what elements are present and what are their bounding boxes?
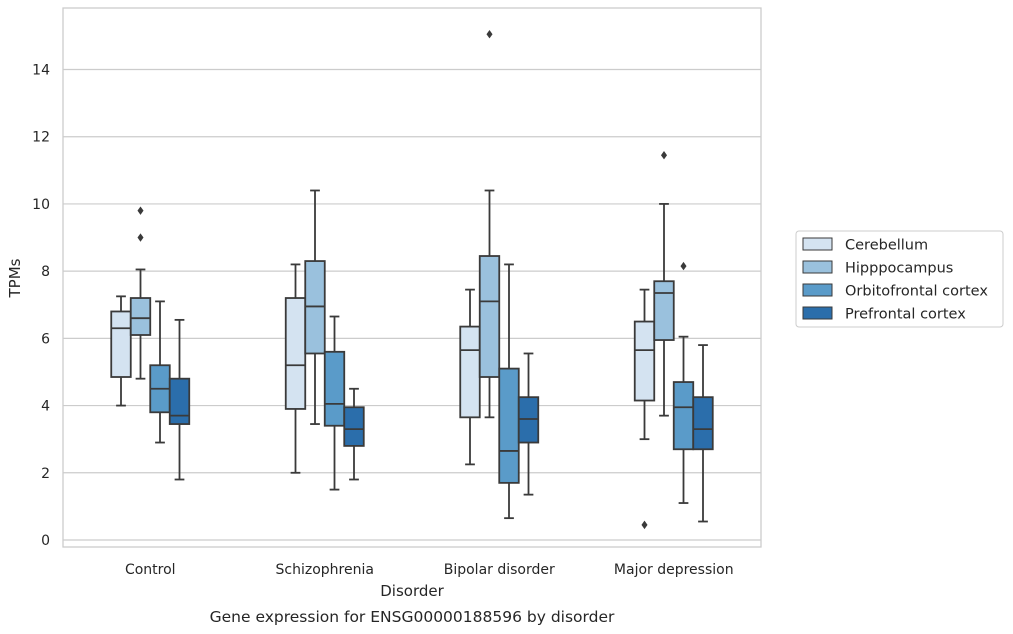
box-2-2: [498, 263, 520, 520]
outlier-point: [660, 150, 668, 160]
x-tick-label: Bipolar disorder: [444, 562, 555, 578]
y-tick-label: 10: [32, 197, 50, 213]
outlier-point: [486, 30, 493, 39]
box-3-0: [633, 288, 656, 530]
box-body: [478, 255, 501, 378]
box-body: [692, 396, 714, 451]
y-tick-label: 0: [41, 533, 50, 549]
box-2-1: [478, 30, 501, 419]
box-body: [343, 406, 365, 447]
box-1-3: [343, 387, 365, 481]
box-body: [653, 280, 675, 341]
y-tick-label: 4: [41, 399, 50, 415]
box-body: [672, 381, 695, 451]
box-0-3: [168, 318, 191, 481]
box-2-0: [459, 288, 481, 466]
y-tick-label: 2: [41, 466, 50, 482]
y-tick-label: 8: [41, 264, 50, 280]
outlier-point: [680, 261, 687, 271]
outlier-point: [137, 233, 144, 242]
legend-swatch: [802, 283, 833, 297]
box-0-2: [149, 300, 171, 444]
box-body: [168, 377, 191, 425]
y-tick-label: 12: [32, 130, 50, 146]
plot-frame: [62, 7, 762, 548]
legend-swatch: [802, 260, 833, 274]
x-axis-label: Disorder: [380, 582, 444, 600]
box-body: [284, 297, 307, 410]
outlier-point: [137, 206, 144, 215]
box-body: [459, 325, 481, 419]
y-tick-label: 14: [32, 63, 50, 79]
x-tick-label: Major depression: [614, 562, 734, 578]
legend-frame: [795, 230, 1004, 328]
y-axis-label: TPMs: [6, 258, 24, 298]
chart-caption: Gene expression for ENSG00000188596 by d…: [210, 608, 615, 626]
box-0-1: [129, 206, 152, 380]
box-1-0: [284, 263, 307, 474]
legend-swatch: [802, 237, 833, 251]
box-body: [498, 367, 520, 484]
box-3-1: [653, 150, 675, 417]
y-tick-label: 6: [41, 331, 50, 347]
legend-label: Prefrontal cortex: [845, 307, 966, 323]
box-body: [323, 350, 346, 427]
x-tick-label: Schizophrenia: [276, 562, 374, 578]
legend-label: Cerebellum: [845, 238, 928, 254]
box-body: [129, 297, 152, 336]
x-tick-labels: Control Schizophrenia Bipolar disorder Majo…: [125, 562, 734, 578]
box-2-3: [517, 352, 540, 496]
box-0-0: [110, 295, 132, 407]
box-3-3: [692, 344, 714, 523]
x-tick-label: Control: [125, 562, 176, 578]
outlier-point: [641, 520, 648, 530]
y-tick-labels: 0 2 4 6 8 10 12 14: [32, 63, 50, 550]
legend-label: Hipppocampus: [845, 261, 953, 277]
boxes: [110, 30, 714, 530]
box-1-1: [304, 189, 326, 425]
legend: Cerebellum Hipppocampus Orbitofrontal cort…: [795, 230, 1004, 328]
box-body: [633, 320, 656, 402]
box-body: [110, 310, 132, 378]
legend-items: Cerebellum Hipppocampus Orbitofrontal cort…: [802, 237, 988, 323]
box-3-2: [672, 261, 695, 504]
box-1-2: [323, 315, 346, 491]
legend-label: Orbitofrontal cortex: [845, 284, 988, 300]
legend-swatch: [802, 306, 833, 320]
